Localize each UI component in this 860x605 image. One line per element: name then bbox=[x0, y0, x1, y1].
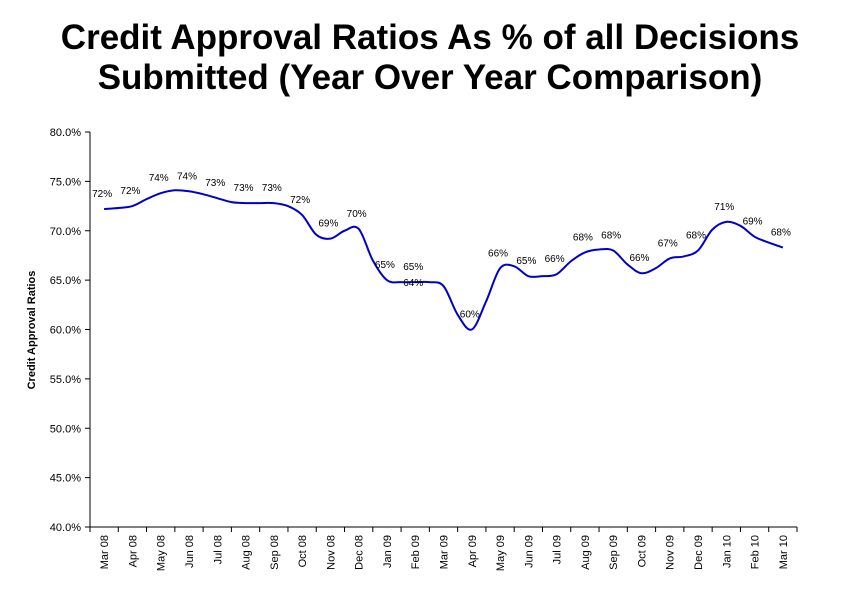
x-tick-label: Jul 09 bbox=[552, 535, 564, 564]
x-axis-ticks: Mar 08 Apr 08 May 08 Jun 08 Jul 08 Aug 08 Sep … bbox=[89, 527, 798, 571]
x-tick-label: Oct 09 bbox=[636, 535, 648, 567]
x-tick-label: Jan 10 bbox=[721, 535, 733, 568]
data-label: 74% bbox=[149, 173, 169, 184]
y-axis-title: Credit Approval Ratios bbox=[26, 271, 38, 390]
data-label: 69% bbox=[743, 217, 763, 228]
data-label: 68% bbox=[771, 228, 791, 239]
y-tick-label: 60.0% bbox=[50, 325, 81, 337]
x-tick-label: Nov 08 bbox=[325, 535, 337, 570]
data-label: 65% bbox=[375, 260, 395, 271]
chart-title-line-1: Credit Approval Ratios As % of all Decis… bbox=[60, 18, 800, 57]
data-label: 66% bbox=[488, 248, 508, 259]
x-tick-label: Jan 09 bbox=[382, 535, 394, 568]
data-label: 74% bbox=[177, 171, 197, 182]
x-tick-label: Mar 10 bbox=[778, 535, 790, 569]
x-tick-label: Nov 09 bbox=[665, 535, 677, 570]
y-axis-ticks: 40.0% 45.0% 50.0% 55.0% 60.0% 65.0% 70.0% 75.0%… bbox=[50, 127, 90, 534]
x-tick-label: Mar 08 bbox=[99, 535, 111, 569]
data-label: 72% bbox=[290, 195, 310, 206]
data-label: 70% bbox=[347, 209, 367, 220]
data-label: 65% bbox=[516, 256, 536, 267]
x-tick-label: Apr 09 bbox=[467, 535, 479, 567]
x-tick-label: Dec 09 bbox=[693, 535, 705, 570]
y-tick-label: 40.0% bbox=[50, 522, 81, 534]
y-tick-label: 70.0% bbox=[50, 226, 81, 238]
data-label: 64% bbox=[403, 278, 423, 289]
axes bbox=[89, 132, 797, 528]
data-label: 66% bbox=[629, 253, 649, 264]
data-label: 66% bbox=[545, 254, 565, 265]
data-labels: 72% 72% 74% 74% 73% 73% 73% 72% 69% 70% 65% 65% 64% 6… bbox=[92, 171, 791, 320]
x-tick-label: Sep 09 bbox=[608, 535, 620, 570]
x-tick-label: Oct 08 bbox=[297, 535, 309, 567]
x-tick-label: Jun 08 bbox=[184, 535, 196, 568]
data-label: 69% bbox=[318, 219, 338, 230]
data-label: 72% bbox=[92, 189, 112, 200]
data-label: 73% bbox=[205, 178, 225, 189]
x-tick-label: May 08 bbox=[156, 535, 168, 571]
data-label: 71% bbox=[714, 202, 734, 213]
data-label: 73% bbox=[262, 183, 282, 194]
x-tick-label: Feb 09 bbox=[410, 535, 422, 569]
chart-title-line-2: Submitted (Year Over Year Comparison) bbox=[97, 58, 763, 97]
x-tick-label: Mar 09 bbox=[439, 535, 451, 569]
x-tick-label: Dec 08 bbox=[354, 535, 366, 570]
data-label: 60% bbox=[460, 310, 480, 321]
data-label: 73% bbox=[234, 183, 254, 194]
x-tick-label: Feb 10 bbox=[750, 535, 762, 569]
x-tick-label: Jul 08 bbox=[212, 535, 224, 564]
y-tick-label: 80.0% bbox=[50, 127, 81, 139]
chart-title: Credit Approval Ratios As % of all Decis… bbox=[0, 18, 860, 98]
y-tick-label: 55.0% bbox=[50, 374, 81, 386]
y-tick-label: 45.0% bbox=[50, 473, 81, 485]
x-tick-label: Jun 09 bbox=[523, 535, 535, 568]
x-tick-label: Aug 08 bbox=[241, 535, 253, 570]
y-tick-label: 50.0% bbox=[50, 423, 81, 435]
series-line bbox=[104, 189, 784, 331]
data-label: 72% bbox=[120, 186, 140, 197]
x-tick-label: Aug 09 bbox=[580, 535, 592, 570]
data-label: 65% bbox=[403, 262, 423, 273]
data-label: 68% bbox=[601, 231, 621, 242]
x-tick-label: May 09 bbox=[495, 535, 507, 571]
x-tick-label: Sep 08 bbox=[269, 535, 281, 570]
data-label: 68% bbox=[686, 231, 706, 242]
x-tick-label: Apr 08 bbox=[127, 535, 139, 567]
data-label: 68% bbox=[573, 232, 593, 243]
y-tick-label: 65.0% bbox=[50, 275, 81, 287]
data-label: 67% bbox=[658, 238, 678, 249]
y-tick-label: 75.0% bbox=[50, 176, 81, 188]
